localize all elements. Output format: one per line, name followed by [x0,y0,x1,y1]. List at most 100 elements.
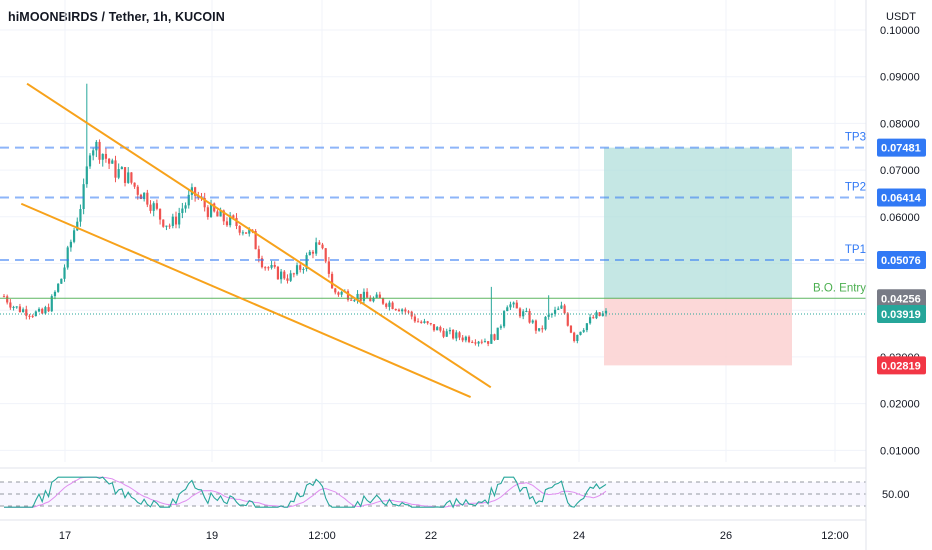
candle-body [346,291,350,300]
candle-body [378,294,381,299]
candle-body [273,264,276,267]
candle-body [423,321,426,323]
candle-body [53,291,57,297]
candle-body [283,271,286,279]
time-tick-label: 26 [720,530,732,542]
candle [178,207,181,229]
candle-body [350,299,353,301]
candle-body [528,311,531,323]
price-tick-label: 0.10000 [880,25,920,37]
price-tag-bg [877,188,926,207]
candle-body [452,329,455,339]
candle [452,329,455,340]
candle [366,288,369,298]
candle [423,318,426,324]
candle-body [241,232,244,234]
candle-body [471,341,474,343]
candle-body [165,225,168,227]
candle-body [158,208,162,220]
candle-body [206,207,209,218]
candle-body [499,326,502,328]
candle-body [585,323,588,331]
candle-body [544,316,547,330]
candle-body [127,172,130,183]
candle-body [518,308,522,317]
candle [337,291,340,297]
candle [25,305,28,320]
candle [225,217,229,227]
candle [88,153,92,169]
falling-wedge [20,82,492,399]
price-tag: 0.06414 [877,188,926,207]
candle-body [280,271,283,280]
candle-body [25,309,28,316]
candle-body [123,167,127,183]
candle [563,303,566,315]
candle-body [213,203,216,212]
candle [123,166,127,187]
position-zones [604,147,792,366]
candle-body [244,232,248,234]
candle [264,266,267,271]
candle-body [359,293,362,301]
candle-body [318,242,321,245]
candle [576,334,579,344]
candle-body [553,309,557,314]
candle [346,289,350,302]
candle [187,189,190,209]
candle-body [222,210,225,222]
candle [401,308,404,315]
candle [299,262,302,273]
candle [318,240,321,246]
candle [321,242,324,250]
candle-body [429,323,432,325]
candle [53,290,57,300]
time-axis[interactable]: 17 19 12:00 22 24 26 12:00 [0,519,866,542]
candle-body [541,328,544,330]
candle-body [381,298,385,304]
price-tag-label: 0.06414 [881,192,922,204]
candle-body [573,332,576,342]
candle-body [98,141,101,160]
candle-body [604,310,608,314]
candle-body [588,317,592,324]
candle [375,292,378,299]
candle-body [592,317,595,319]
candle-body [76,221,79,231]
price-tag-label: 0.04256 [881,293,921,305]
candle-body [601,313,604,316]
price-tick-label: 0.06000 [880,212,920,224]
candle [149,200,152,214]
candle [133,182,136,189]
candle [130,172,133,185]
candle-body [330,273,334,289]
candle-body [337,292,340,295]
candle [22,307,25,313]
price-tick-label: 0.01000 [880,445,920,457]
candle-body [60,278,63,284]
candle [209,199,213,218]
candle [18,303,22,313]
time-tick-label: 12:00 [821,530,849,542]
candle [426,320,429,325]
price-tag: 0.07481 [877,138,926,157]
price-tick-label: 0.07000 [880,165,920,177]
candle-body [104,153,108,159]
candle [595,310,598,320]
candle-body [315,242,318,254]
candle [34,310,37,317]
candle [219,207,222,217]
candle-body [248,229,251,234]
candle-body [270,264,273,268]
candle-body [267,267,270,269]
candle-body [50,296,53,312]
candle [162,219,165,228]
candle-body [534,320,538,331]
price-axis[interactable]: USDT 0.010000.020000.030000.040000.05000… [865,0,920,550]
candle-body [432,324,436,331]
candle [436,326,439,331]
candle-body [289,273,292,281]
candle-body [334,288,337,293]
candle [569,325,573,334]
